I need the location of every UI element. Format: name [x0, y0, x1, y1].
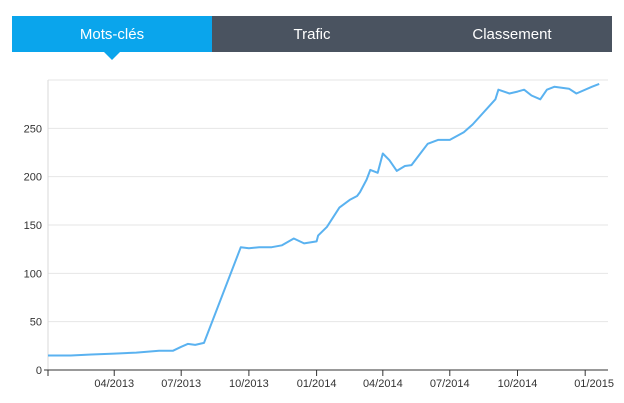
series-line: [48, 82, 600, 357]
y-tick-label: 150: [24, 220, 42, 232]
tab-classement-label: Classement: [472, 25, 552, 43]
x-tick-label: 07/2014: [430, 378, 470, 390]
tab-trafic-label: Trafic: [293, 25, 331, 43]
y-tick-label: 250: [24, 123, 42, 135]
y-tick-label: 50: [30, 317, 42, 329]
y-tick-label: 0: [36, 365, 42, 377]
x-tick-label: 01/2014: [297, 378, 337, 390]
x-tick-label: 10/2013: [229, 378, 269, 390]
x-tick-label: 10/2014: [498, 378, 538, 390]
x-tick-label: 04/2013: [94, 378, 134, 390]
tab-mots-cles-label: Mots-clés: [79, 25, 145, 43]
y-tick-label: 100: [24, 268, 42, 280]
x-tick-label: 07/2013: [161, 378, 201, 390]
active-tab-caret: [104, 52, 120, 60]
tab-bar: Mots-clés Trafic Classement: [12, 16, 612, 60]
tab-mots-cles[interactable]: Mots-clés: [12, 16, 212, 60]
x-tick-label: 01/2015: [574, 378, 614, 390]
x-tick-label: 04/2014: [363, 378, 403, 390]
y-tick-label: 200: [24, 172, 42, 184]
tab-classement[interactable]: Classement: [412, 16, 612, 52]
tab-trafic[interactable]: Trafic: [212, 16, 412, 52]
